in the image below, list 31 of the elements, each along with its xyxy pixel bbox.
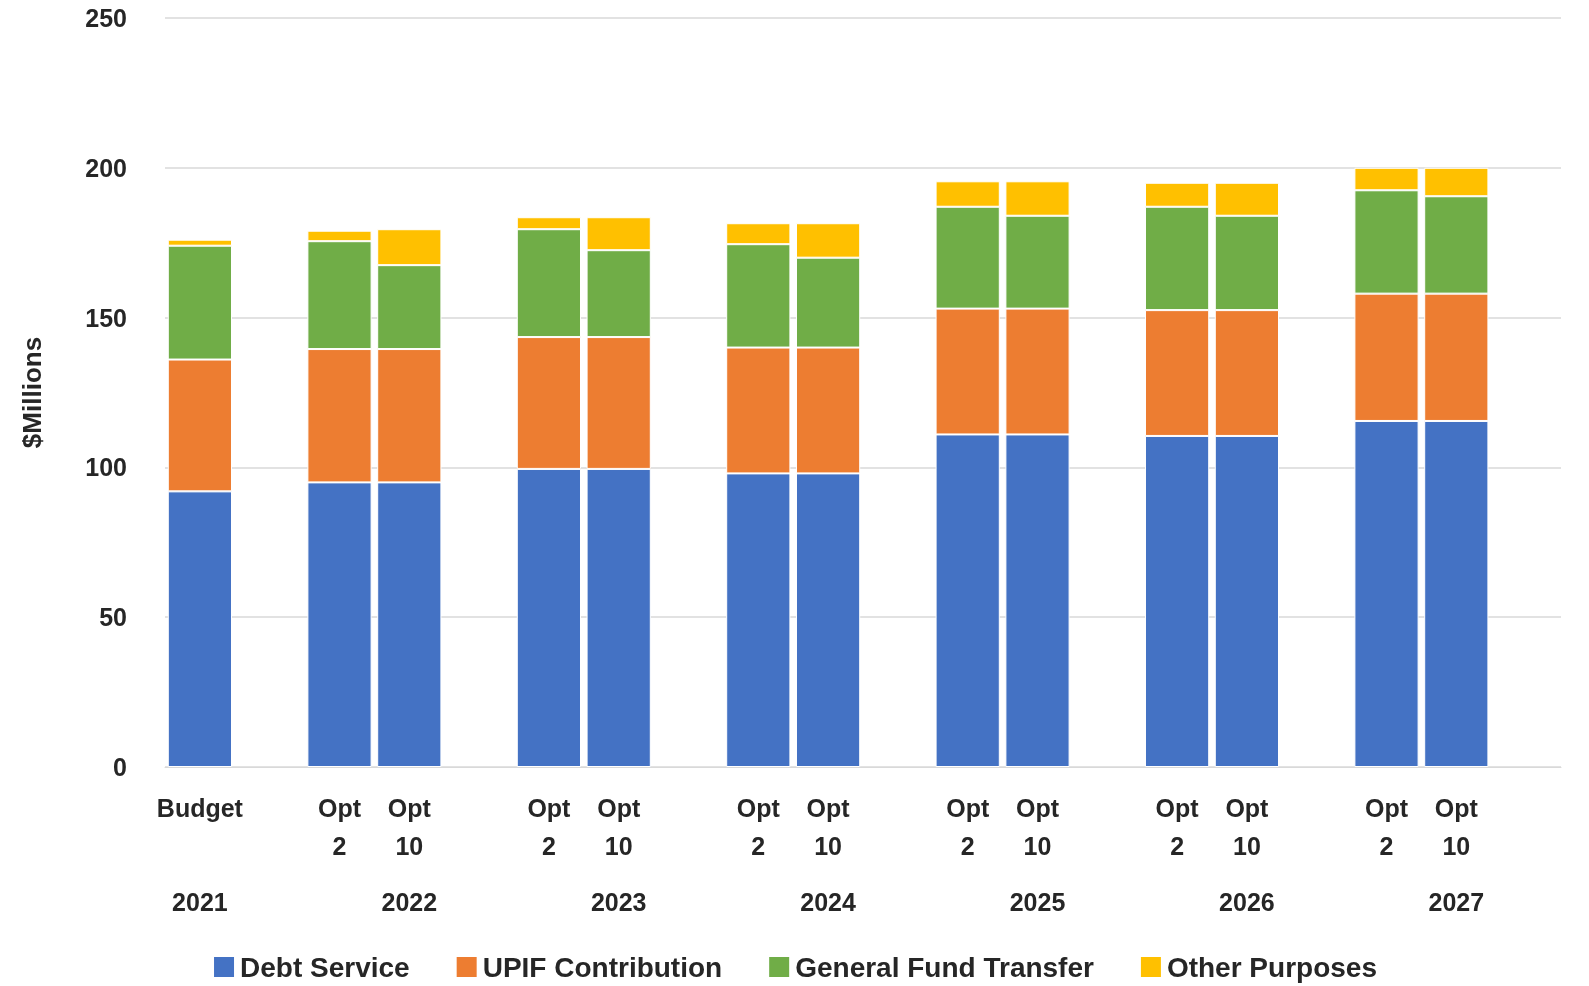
y-tick-label: 200: [85, 153, 127, 182]
legend-label: UPIF Contribution: [482, 951, 723, 983]
x-tick-label: Opt 2: [1364, 794, 1409, 860]
x-tick-label: Opt 10: [1015, 794, 1060, 860]
x-tick-label: Opt 10: [387, 794, 432, 860]
y-tick-label: 0: [113, 753, 127, 781]
x-tick-label: Budget: [156, 794, 244, 822]
x-tick-label: Opt 10: [1225, 794, 1270, 860]
x-tick-label: Opt 2: [946, 794, 990, 860]
legend-label: Debt Service: [240, 951, 410, 983]
y-axis-title: $Millions: [17, 336, 47, 449]
text: 2027: [1428, 888, 1485, 916]
text: 2022: [381, 888, 438, 916]
y-tick-label: 100: [85, 453, 127, 482]
y-tick-label: 250: [85, 4, 127, 32]
text: 2025: [1009, 888, 1066, 916]
x-tick-label: Opt 2: [1155, 794, 1200, 860]
text: 2023: [590, 888, 647, 916]
x-tick-label: Opt 2: [527, 794, 572, 860]
y-tick-label: 150: [85, 303, 127, 332]
x-tick-label: Opt 10: [597, 794, 641, 860]
y-tick-label: 50: [99, 603, 127, 632]
text: 2026: [1219, 888, 1275, 916]
text: 2021: [172, 888, 228, 916]
x-tick-label: Opt 10: [806, 794, 851, 860]
x-tick-label: Opt 10: [1434, 794, 1479, 860]
x-tick-label: Opt 2: [317, 794, 362, 860]
text: 2024: [800, 888, 856, 916]
x-tick-label: Opt 2: [736, 794, 781, 860]
legend-label: Other Purposes: [1166, 951, 1377, 983]
legend-label: General Fund Transfer: [795, 951, 1095, 983]
